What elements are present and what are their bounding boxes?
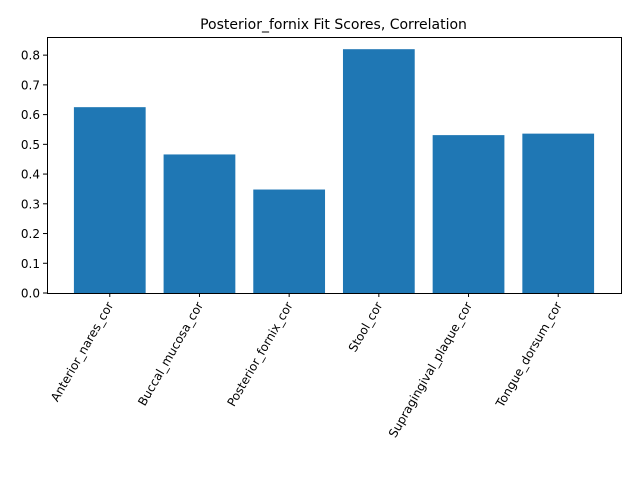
x-axis: Anterior_nares_cor Buccal_mucosa_cor Poste… <box>48 293 565 440</box>
chart-title: Posterior_fornix Fit Scores, Correlation <box>200 17 467 33</box>
bars-group <box>73 49 595 293</box>
bar-stool-cor <box>342 49 415 293</box>
bar-supragingival-plaque-cor <box>432 135 505 293</box>
y-tick-label: 0.5 <box>21 138 40 152</box>
y-axis: 0.0 0.1 0.2 0.3 0.4 0.5 0.6 0.7 0.8 <box>21 49 47 301</box>
bar-anterior-nares-cor <box>73 107 146 293</box>
x-tick-label: Anterior_nares_cor <box>48 299 116 404</box>
x-tick-label: Tongue_dorsum_cor <box>493 299 565 410</box>
y-tick-label: 0.0 <box>21 287 40 301</box>
y-tick-label: 0.1 <box>21 257 40 271</box>
x-tick-label: Stool_cor <box>346 299 386 354</box>
x-tick-label: Supragingival_plaque_cor <box>386 299 475 440</box>
y-tick-label: 0.2 <box>21 227 40 241</box>
bar-tongue-dorsum-cor <box>522 133 595 293</box>
y-tick-label: 0.8 <box>21 49 40 63</box>
x-tick-label: Buccal_mucosa_cor <box>135 299 206 408</box>
bar-posterior-fornix-cor <box>253 189 326 293</box>
y-tick-label: 0.6 <box>21 108 40 122</box>
y-tick-label: 0.4 <box>21 168 40 182</box>
y-tick-label: 0.3 <box>21 197 40 211</box>
plot-frame <box>47 37 622 294</box>
bar-buccal-mucosa-cor <box>163 154 236 293</box>
x-tick-label: Posterior_fornix_cor <box>225 299 296 408</box>
y-tick-label: 0.7 <box>21 78 40 92</box>
